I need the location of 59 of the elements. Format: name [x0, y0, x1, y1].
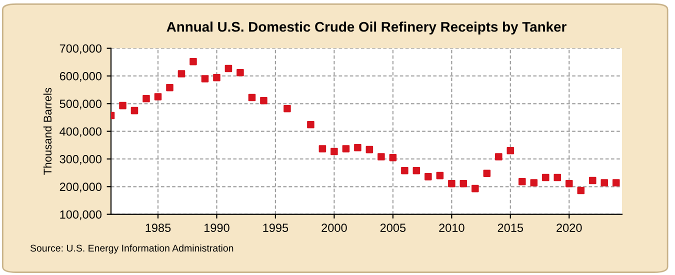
- point: [542, 174, 550, 182]
- point: [178, 70, 186, 78]
- point: [612, 179, 620, 186]
- x-tick-label: 1990: [204, 224, 230, 232]
- y-tick-label: 500,000: [60, 100, 102, 110]
- point: [224, 64, 232, 72]
- chart-title: Annual U.S. Domestic Crude Oil Refinery Receipts by Tanker: [166, 22, 566, 35]
- point: [412, 166, 420, 174]
- y-axis-title: Thousand Barrels: [43, 88, 52, 175]
- y-tick-label: 300,000: [60, 155, 102, 165]
- point: [448, 180, 456, 188]
- x-tick-label: 2010: [439, 224, 464, 232]
- x-tick-label: 2005: [380, 224, 406, 232]
- y-tick-label: 600,000: [60, 72, 102, 82]
- point: [307, 121, 314, 128]
- point: [401, 166, 408, 174]
- source-note: Source: U.S. Energy Information Administration: [30, 244, 234, 254]
- point: [260, 96, 268, 104]
- point: [506, 147, 514, 154]
- x-tick-label: 1985: [146, 224, 171, 232]
- x-tick-label: 2015: [498, 224, 524, 232]
- x-tick-label: 2020: [556, 224, 582, 232]
- y-tick-label: 700,000: [60, 44, 102, 54]
- point: [588, 176, 596, 184]
- x-tick-label: 2000: [322, 224, 347, 232]
- point: [354, 144, 362, 152]
- point: [436, 172, 444, 180]
- point: [518, 178, 526, 186]
- point: [378, 153, 385, 160]
- point: [190, 58, 197, 66]
- point: [201, 75, 209, 82]
- point: [600, 179, 608, 186]
- point: [424, 173, 432, 180]
- point: [166, 84, 174, 92]
- point: [472, 184, 479, 192]
- point: [495, 153, 502, 160]
- x-tick-label: 1995: [263, 224, 288, 232]
- point: [248, 94, 256, 102]
- point: [154, 93, 162, 100]
- point: [554, 174, 562, 182]
- point: [213, 74, 220, 82]
- y-tick-label: 100,000: [60, 210, 102, 220]
- point: [330, 148, 338, 156]
- y-tick-label: 200,000: [60, 182, 102, 192]
- point: [142, 95, 150, 102]
- point: [130, 106, 138, 114]
- y-tick-label: 400,000: [60, 127, 102, 138]
- point: [565, 180, 573, 188]
- point: [284, 104, 291, 112]
- point: [236, 69, 244, 76]
- point: [577, 186, 585, 194]
- point: [342, 145, 350, 152]
- point: [389, 154, 397, 162]
- point: [460, 180, 468, 188]
- point: [366, 146, 374, 154]
- point: [119, 102, 126, 110]
- point: [318, 145, 326, 152]
- point: [530, 179, 538, 186]
- point: [483, 170, 491, 177]
